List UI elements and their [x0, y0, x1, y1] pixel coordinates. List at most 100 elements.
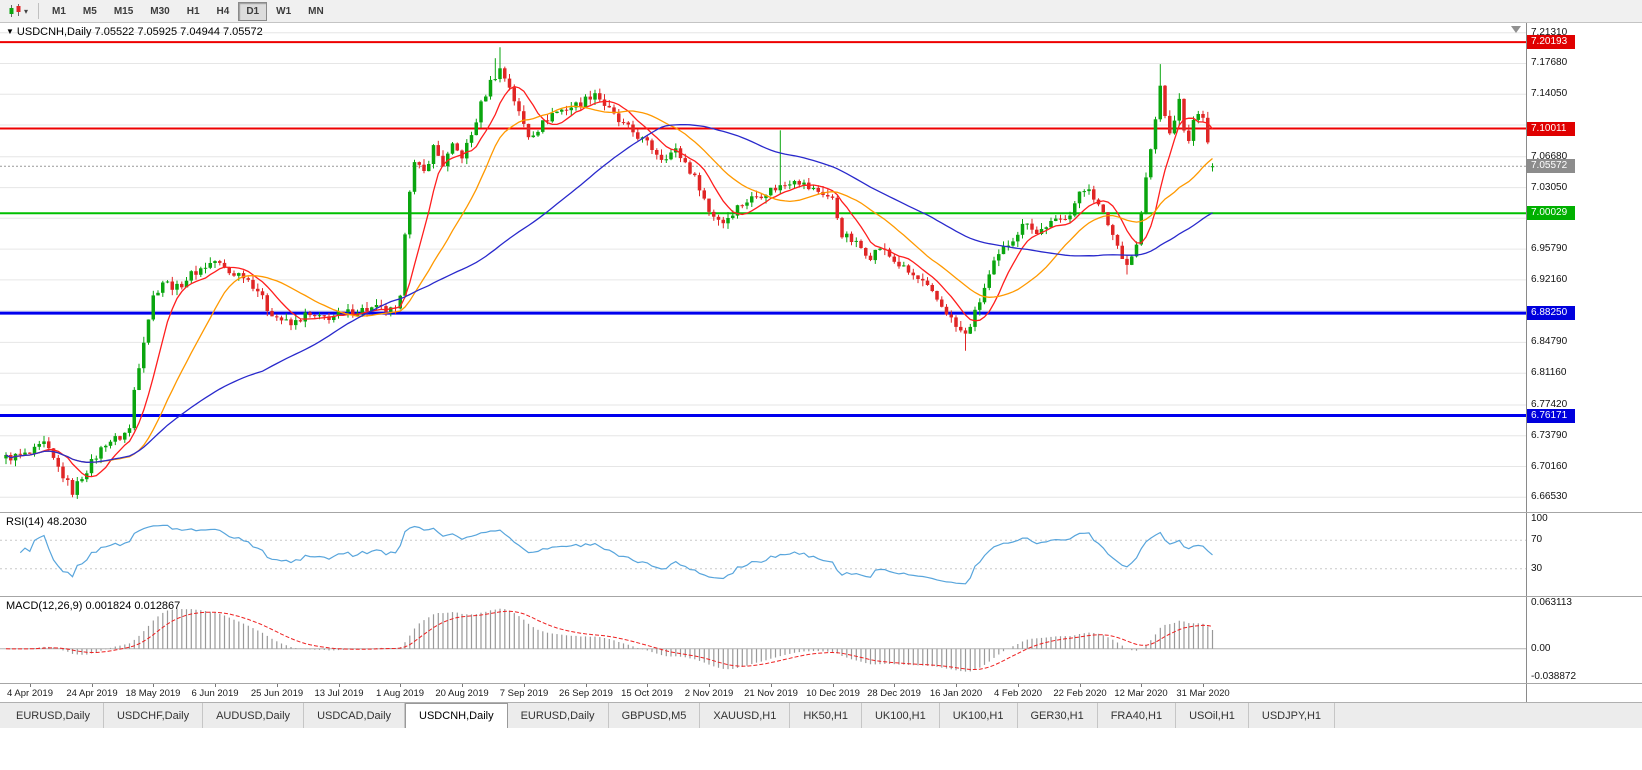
- date-label: 21 Nov 2019: [744, 688, 798, 699]
- price-level-badge: 7.05572: [1527, 159, 1575, 173]
- toolbar-separator: [38, 3, 40, 19]
- chart-shift-marker[interactable]: [1511, 26, 1521, 33]
- time-tick: [462, 684, 463, 687]
- timeframe-button-h4[interactable]: H4: [209, 2, 238, 21]
- chart-tab[interactable]: USOil,H1: [1176, 703, 1249, 728]
- symbol-ohlc-line: ▼ USDCNH,Daily 7.05522 7.05925 7.04944 7.…: [6, 26, 263, 38]
- price-level-badge: 6.76171: [1527, 409, 1575, 423]
- date-label: 25 Jun 2019: [250, 688, 304, 699]
- time-axis[interactable]: 4 Apr 2019 24 Apr 2019 18 May 2019 6 Jun 20…: [0, 683, 1642, 702]
- macd-indicator-label: MACD(12,26,9) 0.001824 0.012867: [6, 600, 181, 612]
- chart-tab[interactable]: EURUSD,Daily: [3, 703, 104, 728]
- price-level-badge: 7.10011: [1527, 122, 1575, 136]
- chart-periods-button[interactable]: ▾: [3, 2, 33, 20]
- time-tick: [30, 684, 31, 687]
- rsi-tick-label: 100: [1531, 513, 1548, 524]
- date-label: 4 Feb 2020: [993, 688, 1043, 699]
- date-label: 12 Mar 2020: [1114, 688, 1168, 699]
- date-label: 22 Feb 2020: [1053, 688, 1107, 699]
- time-tick: [1080, 684, 1081, 687]
- price-tick-label: 6.66530: [1531, 491, 1568, 502]
- rsi-indicator-label: RSI(14) 48.2030: [6, 516, 87, 528]
- chart-area: ▼ USDCNH,Daily 7.05522 7.05925 7.04944 7.…: [0, 23, 1642, 702]
- axis-divider: [1526, 684, 1527, 702]
- chart-tab[interactable]: UK100,H1: [939, 703, 1018, 728]
- price-tick-label: 6.73790: [1531, 430, 1568, 441]
- rsi-tick-label: 70: [1531, 534, 1543, 545]
- time-tick: [894, 684, 895, 687]
- price-level-badge: 7.20193: [1527, 35, 1575, 49]
- chart-tab[interactable]: FRA40,H1: [1097, 703, 1177, 728]
- timeframe-button-m15[interactable]: M15: [106, 2, 141, 21]
- timeframe-button-m1[interactable]: M1: [44, 2, 74, 21]
- price-axis[interactable]: 7.213107.176807.140507.066807.030506.994…: [1526, 23, 1642, 512]
- date-label: 13 Jul 2019: [314, 688, 364, 699]
- time-tick: [771, 684, 772, 687]
- macd-canvas[interactable]: [0, 597, 1526, 683]
- bottom-filler: [0, 728, 1642, 770]
- price-level-badge: 6.88250: [1527, 306, 1575, 320]
- time-tick: [1018, 684, 1019, 687]
- price-tick-label: 6.95790: [1531, 243, 1568, 254]
- timeframe-button-m30[interactable]: M30: [142, 2, 177, 21]
- date-label: 31 Mar 2020: [1176, 688, 1230, 699]
- timeframe-button-mn[interactable]: MN: [300, 2, 332, 21]
- price-tick-label: 6.84790: [1531, 336, 1568, 347]
- chart-tab[interactable]: USDCNH,Daily: [405, 703, 508, 728]
- rsi-panel: RSI(14) 48.2030 100 70 30: [0, 512, 1642, 596]
- date-label: 20 Aug 2019: [435, 688, 489, 699]
- candlestick-chart-icon: [9, 4, 21, 17]
- time-tick: [709, 684, 710, 687]
- rsi-canvas[interactable]: [0, 513, 1526, 596]
- price-tick-label: 7.06680: [1531, 151, 1568, 162]
- time-tick: [1203, 684, 1204, 687]
- chart-tabs-bar: EURUSD,Daily USDCHF,Daily AUDUSD,Daily USDC…: [0, 702, 1642, 728]
- chart-tab[interactable]: EURUSD,Daily: [507, 703, 609, 728]
- price-level-badge: 7.00029: [1527, 206, 1575, 220]
- date-label: 4 Apr 2019: [7, 688, 53, 699]
- symbol-dropdown-icon[interactable]: ▼: [6, 27, 14, 36]
- date-label: 28 Dec 2019: [867, 688, 921, 699]
- price-tick-label: 6.92160: [1531, 274, 1568, 285]
- price-tick-label: 7.14050: [1531, 88, 1568, 99]
- main-price-panel: ▼ USDCNH,Daily 7.05522 7.05925 7.04944 7.…: [0, 23, 1642, 512]
- date-label: 10 Dec 2019: [806, 688, 860, 699]
- time-tick: [524, 684, 525, 687]
- chevron-down-icon: ▾: [24, 6, 29, 16]
- time-tick: [153, 684, 154, 687]
- timeframe-button-h1[interactable]: H1: [179, 2, 208, 21]
- time-tick: [277, 684, 278, 687]
- date-label: 2 Nov 2019: [684, 688, 734, 699]
- price-tick-label: 6.77420: [1531, 399, 1568, 410]
- macd-plot[interactable]: MACD(12,26,9) 0.001824 0.012867: [0, 597, 1526, 683]
- timeframe-button-w1[interactable]: W1: [268, 2, 299, 21]
- rsi-axis[interactable]: 100 70 30: [1526, 513, 1642, 596]
- macd-axis[interactable]: 0.063113 0.00 -0.038872: [1526, 597, 1642, 683]
- date-label: 24 Apr 2019: [66, 688, 118, 699]
- price-chart-canvas[interactable]: [0, 23, 1526, 512]
- price-tick-label: 6.70160: [1531, 461, 1568, 472]
- chart-tab[interactable]: XAUUSD,H1: [700, 703, 791, 728]
- chart-tab[interactable]: USDCHF,Daily: [103, 703, 204, 728]
- chart-tab[interactable]: AUDUSD,Daily: [203, 703, 305, 728]
- timeframe-button-d1[interactable]: D1: [238, 1, 268, 21]
- time-tick: [92, 684, 93, 687]
- date-label: 26 Sep 2019: [559, 688, 613, 699]
- macd-tick-label: -0.038872: [1531, 671, 1577, 682]
- chart-tab[interactable]: USDCAD,Daily: [304, 703, 406, 728]
- price-chart-plot[interactable]: ▼ USDCNH,Daily 7.05522 7.05925 7.04944 7.…: [0, 23, 1526, 512]
- price-tick-label: 7.21310: [1531, 27, 1568, 38]
- chart-tab[interactable]: HK50,H1: [790, 703, 862, 728]
- timeframe-button-m5[interactable]: M5: [75, 2, 105, 21]
- price-tick-label: 6.81160: [1531, 367, 1567, 378]
- chart-tab[interactable]: USDJPY,H1: [1248, 703, 1336, 728]
- macd-tick-label: 0.063113: [1531, 597, 1572, 608]
- chart-tab[interactable]: GER30,H1: [1017, 703, 1098, 728]
- chart-tab[interactable]: GBPUSD,M5: [608, 703, 701, 728]
- time-tick: [833, 684, 834, 687]
- rsi-plot[interactable]: RSI(14) 48.2030: [0, 513, 1526, 596]
- date-label: 6 Jun 2019: [191, 688, 239, 699]
- chart-tab[interactable]: UK100,H1: [861, 703, 940, 728]
- date-label: 7 Sep 2019: [499, 688, 549, 699]
